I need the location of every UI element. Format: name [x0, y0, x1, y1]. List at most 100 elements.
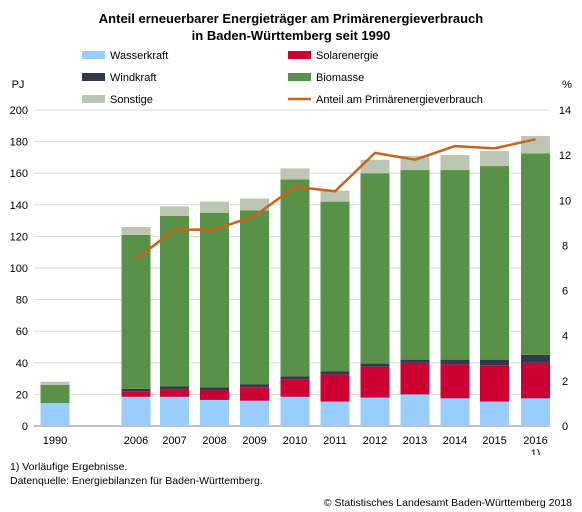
- bar-solarenergie-2006: [121, 391, 151, 397]
- x-tick-label-2015: 2015: [482, 435, 506, 447]
- bar-sonstige-2012: [360, 159, 390, 174]
- y2-tick-label: 12: [559, 150, 571, 162]
- x-tick-label-2013: 2013: [403, 435, 427, 447]
- line-anteil: [135, 138, 536, 260]
- y-tick-label: 160: [10, 168, 28, 180]
- y2-tick-label: 4: [562, 331, 568, 343]
- bar-biomasse-2009: [240, 210, 269, 385]
- bar-windkraft-2009: [240, 384, 269, 388]
- x-tick-label-2016: 2016: [523, 435, 547, 447]
- bar-wasserkraft-2011: [320, 401, 350, 426]
- bar-solarenergie-2016: [521, 362, 550, 399]
- bar-biomasse-2014: [440, 170, 470, 360]
- x-tick-note-2016: 1): [531, 448, 541, 455]
- x-tick-label-2011: 2011: [323, 435, 347, 447]
- legend-label-windkraft: Windkraft: [110, 72, 156, 84]
- bar-wasserkraft-2010: [280, 396, 310, 426]
- bar-wasserkraft-1990: [40, 403, 70, 426]
- bar-sonstige-2009: [240, 198, 269, 211]
- x-tick-label-2014: 2014: [443, 435, 467, 447]
- y2-tick-label: 8: [562, 240, 568, 252]
- y-tick-label: 200: [10, 105, 28, 117]
- legend-swatch-biomasse: [288, 73, 311, 81]
- y-tick-label: 0: [22, 421, 28, 433]
- y2-tick-label: 6: [562, 286, 568, 298]
- bar-wasserkraft-2008: [200, 399, 229, 426]
- bar-solarenergie-2007: [160, 389, 189, 397]
- bar-sonstige-2015: [480, 151, 509, 167]
- y2-tick-label: 2: [562, 376, 568, 388]
- bar-windkraft-2016: [521, 354, 550, 363]
- chart-title: Anteil erneuerbarer Energieträger am Pri…: [0, 10, 582, 44]
- y2-tick-label: 14: [559, 105, 571, 117]
- x-tick-label-2006: 2006: [124, 435, 148, 447]
- legend-label-biomasse: Biomasse: [316, 72, 364, 84]
- x-tick-label-2007: 2007: [162, 435, 186, 447]
- y2-tick-label: 10: [559, 195, 571, 207]
- bar-solarenergie-2009: [240, 387, 269, 401]
- bar-sonstige-2008: [200, 201, 229, 213]
- footnote: 1) Vorläufige Ergebnisse.: [10, 461, 128, 473]
- bar-solarenergie-2015: [480, 365, 509, 402]
- bar-windkraft-2010: [280, 376, 310, 380]
- bar-solarenergie-2013: [400, 362, 430, 395]
- legend-label-anteil: Anteil am Primärenergieverbrauch: [316, 94, 483, 106]
- bar-sonstige-2010: [280, 168, 310, 180]
- y2-tick-label: 0: [562, 421, 568, 433]
- bar-sonstige-2006: [121, 226, 151, 235]
- bar-biomasse-2012: [360, 173, 390, 364]
- x-tick-label-2009: 2009: [242, 435, 266, 447]
- bar-windkraft-2015: [480, 359, 509, 366]
- x-tick-label-2012: 2012: [363, 435, 387, 447]
- bar-solarenergie-2010: [280, 379, 310, 397]
- y2-axis-label: %: [562, 79, 572, 91]
- bar-wasserkraft-2009: [240, 400, 269, 426]
- bar-windkraft-2006: [121, 388, 151, 392]
- y-tick-label: 180: [10, 137, 28, 149]
- x-tick-label-1990: 1990: [43, 435, 67, 447]
- bar-biomasse-2008: [200, 212, 229, 388]
- bar-solarenergie-2014: [440, 364, 470, 399]
- y-tick-label: 140: [10, 200, 28, 212]
- bar-sonstige-2014: [440, 155, 470, 171]
- legend-swatch-wasserkraft: [82, 51, 105, 59]
- legend-swatch-windkraft: [82, 73, 105, 81]
- bar-wasserkraft-2014: [440, 398, 470, 426]
- bar-windkraft-2011: [320, 371, 350, 375]
- bar-sonstige-2016: [521, 136, 550, 154]
- legend-swatch-solarenergie: [288, 51, 311, 59]
- bar-wasserkraft-2006: [121, 396, 151, 426]
- bar-biomasse-2015: [480, 166, 509, 360]
- bar-windkraft-2012: [360, 363, 390, 367]
- bar-windkraft-2013: [400, 359, 430, 363]
- bar-biomasse-2011: [320, 201, 350, 372]
- chart-title-line1: Anteil erneuerbarer Energieträger am Pri…: [98, 11, 484, 26]
- bar-wasserkraft-2015: [480, 401, 509, 426]
- bar-sonstige-2007: [160, 206, 189, 216]
- bar-biomasse-2007: [160, 215, 189, 387]
- bar-sonstige-1990: [40, 381, 70, 385]
- chart: 0 20 40 60 80 100 120 140 160 180 200 0 2 4 6 8 10 12 14 PJ…: [10, 50, 572, 455]
- chart-title-line2: in Baden-Württemberg seit 1990: [191, 28, 391, 43]
- bar-biomasse-2013: [400, 170, 430, 360]
- bar-wasserkraft-2016: [521, 398, 550, 426]
- bar-biomasse-2010: [280, 179, 310, 377]
- bar-windkraft-2008: [200, 387, 229, 391]
- y-tick-label: 80: [16, 295, 28, 307]
- bar-sonstige-2011: [320, 190, 350, 202]
- x-tick-label-2010: 2010: [283, 435, 307, 447]
- y-tick-label: 60: [16, 326, 28, 338]
- legend-swatch-sonstige: [82, 95, 105, 103]
- bar-solarenergie-2008: [200, 390, 229, 400]
- bar-windkraft-2007: [160, 386, 189, 390]
- y-tick-label: 100: [10, 263, 28, 275]
- copyright: © Statistisches Landesamt Baden-Württemb…: [323, 497, 572, 509]
- bar-solarenergie-2012: [360, 366, 390, 398]
- bar-windkraft-2014: [440, 359, 470, 365]
- bar-biomasse-2016: [521, 153, 550, 355]
- y-tick-label: 120: [10, 231, 28, 243]
- bar-biomasse-1990: [40, 384, 70, 404]
- source-note: Datenquelle: Energiebilanzen für Baden-W…: [10, 475, 263, 487]
- y-tick-label: 40: [16, 358, 28, 370]
- y-tick-label: 20: [16, 389, 28, 401]
